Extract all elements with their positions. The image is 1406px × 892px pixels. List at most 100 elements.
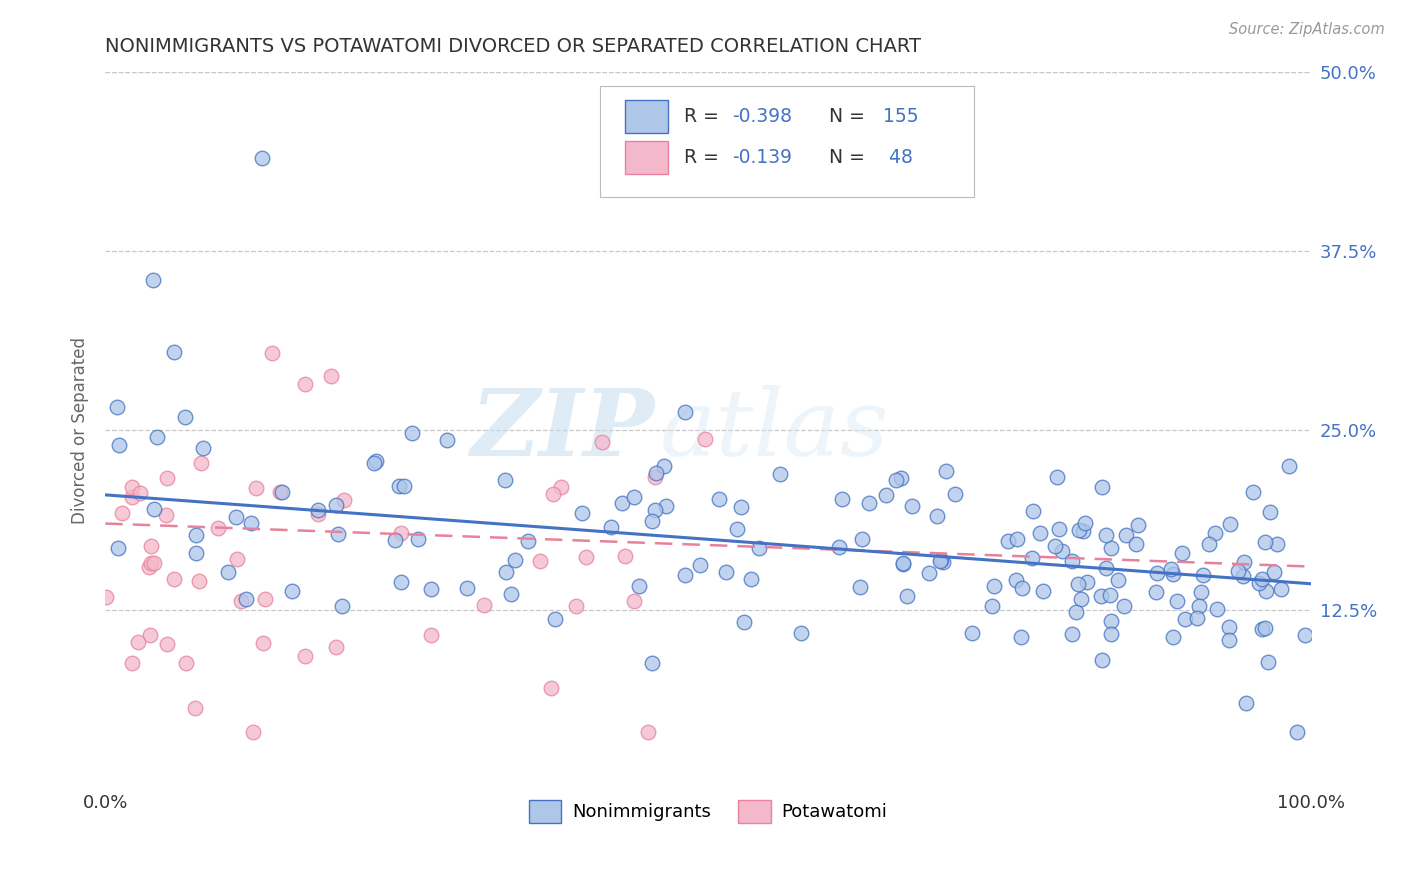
Point (1191, 568, 1213, 582)
Point (105, 400, 128, 414)
Point (1265, 537, 1288, 551)
Point (925, 509, 948, 524)
Point (1011, 581, 1033, 595)
Point (253, 592, 276, 607)
Point (707, 491, 730, 506)
Point (673, 404, 696, 418)
Point (394, 478, 416, 492)
Point (516, 534, 538, 549)
Point (1218, 619, 1240, 633)
Point (1185, 611, 1208, 625)
Point (121, 480, 143, 494)
Text: NONIMMIGRANTS VS POTAWATOMI DIVORCED OR SEPARATED CORRELATION CHART: NONIMMIGRANTS VS POTAWATOMI DIVORCED OR … (105, 37, 921, 56)
Point (1144, 584, 1167, 599)
Point (1098, 588, 1121, 602)
Point (849, 580, 872, 594)
Point (641, 514, 664, 528)
Point (1029, 526, 1052, 541)
Point (1010, 630, 1032, 644)
Point (1243, 484, 1265, 499)
Point (544, 612, 567, 626)
Point (673, 568, 696, 582)
Point (943, 487, 966, 501)
Point (156, 471, 179, 485)
Point (730, 500, 752, 514)
Point (389, 575, 412, 590)
Point (543, 486, 565, 500)
Point (111, 506, 134, 520)
Point (436, 433, 458, 447)
Point (1257, 655, 1279, 669)
Point (217, 566, 239, 580)
Point (725, 521, 748, 535)
Point (641, 656, 664, 670)
Point (1064, 606, 1087, 620)
Point (591, 434, 613, 449)
Point (1090, 589, 1112, 603)
Text: R =: R = (685, 148, 725, 168)
Point (1234, 696, 1257, 710)
Point (269, 485, 291, 500)
FancyBboxPatch shape (626, 141, 668, 174)
Point (332, 493, 354, 508)
Point (575, 549, 598, 564)
Point (884, 474, 907, 488)
Point (184, 545, 207, 559)
Point (644, 467, 666, 481)
Point (419, 628, 441, 642)
Text: N =: N = (817, 148, 870, 168)
Text: R =: R = (685, 107, 725, 127)
Legend: Nonimmigrants, Potawatomi: Nonimmigrants, Potawatomi (522, 792, 894, 830)
Point (1198, 537, 1220, 551)
Point (1067, 523, 1090, 537)
Point (184, 528, 207, 542)
Point (127, 635, 149, 649)
Point (769, 467, 792, 482)
Point (1091, 480, 1114, 494)
Point (239, 516, 262, 530)
Point (599, 519, 621, 533)
Point (1032, 584, 1054, 599)
Point (1205, 601, 1227, 615)
Point (307, 503, 329, 517)
Point (1232, 555, 1254, 569)
Point (1189, 584, 1212, 599)
Point (644, 470, 666, 484)
Point (1076, 574, 1098, 589)
Point (1160, 562, 1182, 576)
Point (571, 506, 593, 520)
Point (1021, 551, 1043, 566)
Point (1278, 458, 1301, 473)
Point (94, 590, 117, 604)
Point (1074, 516, 1097, 530)
Point (644, 503, 666, 517)
Point (1115, 528, 1137, 542)
Point (627, 579, 650, 593)
Point (689, 558, 711, 573)
Point (1107, 573, 1129, 587)
Point (1126, 518, 1149, 533)
Point (529, 554, 551, 568)
Point (1247, 576, 1270, 591)
Point (980, 599, 1002, 613)
Point (156, 637, 179, 651)
Point (129, 486, 152, 500)
Point (163, 345, 186, 359)
Point (142, 502, 165, 516)
Point (326, 526, 349, 541)
Point (550, 480, 572, 494)
Point (231, 593, 253, 607)
Point (935, 465, 957, 479)
Point (1099, 627, 1122, 641)
Point (121, 656, 143, 670)
Point (163, 572, 186, 586)
Point (851, 532, 873, 546)
Point (1022, 504, 1045, 518)
Point (503, 552, 526, 566)
Point (388, 479, 411, 493)
Point (1047, 522, 1070, 536)
Point (1161, 630, 1184, 644)
Point (1166, 594, 1188, 608)
Point (389, 525, 412, 540)
Point (623, 490, 645, 504)
